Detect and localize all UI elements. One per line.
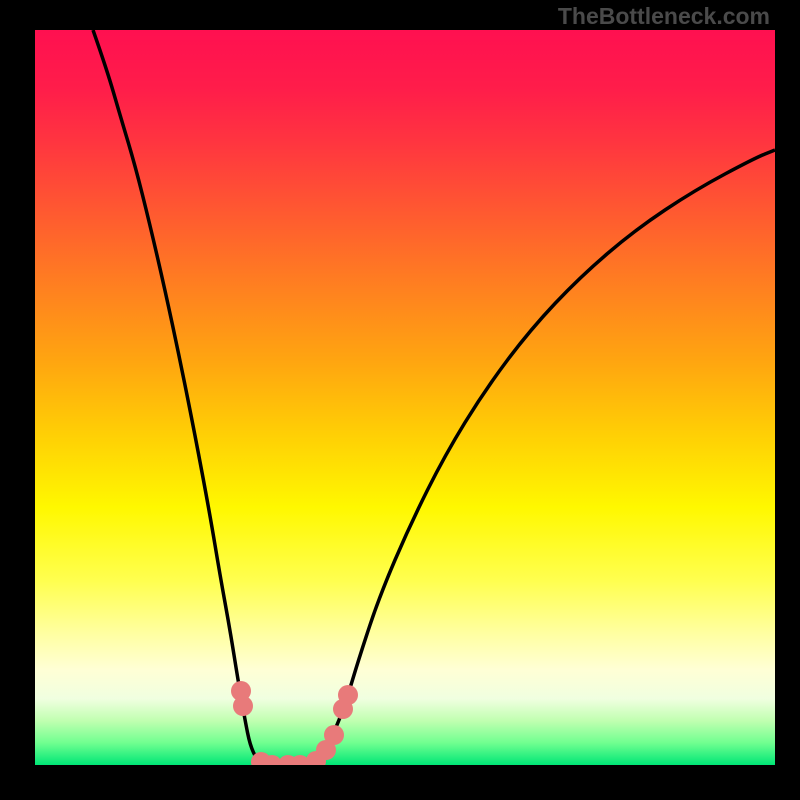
- chart-container: TheBottleneck.com: [0, 0, 800, 800]
- data-marker: [324, 725, 344, 745]
- plot-background: [35, 30, 775, 765]
- data-marker: [233, 696, 253, 716]
- plot-svg: [35, 30, 775, 765]
- watermark-text: TheBottleneck.com: [558, 3, 770, 30]
- data-marker: [338, 685, 358, 705]
